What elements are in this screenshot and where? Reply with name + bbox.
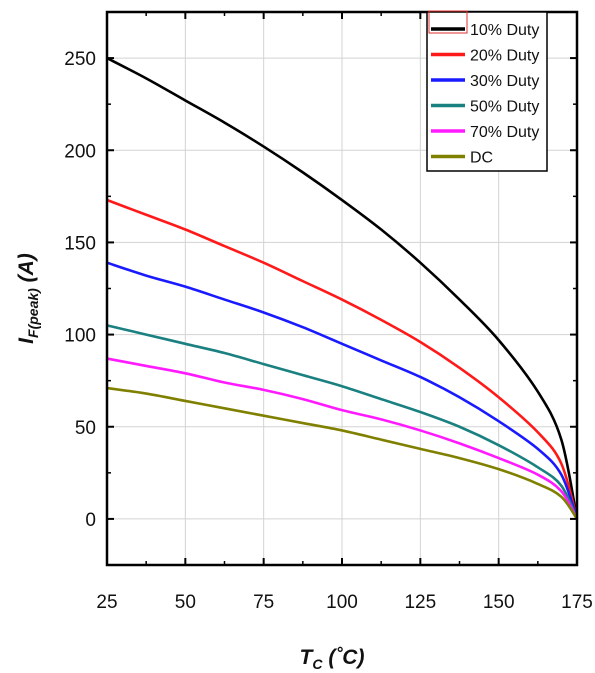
legend-label: 10% Duty [470, 22, 539, 39]
y-tick-label: 200 [64, 141, 96, 162]
x-tick-label: 175 [561, 592, 593, 613]
y-tick-label: 50 [75, 418, 96, 439]
x-tick-label: 50 [175, 592, 196, 613]
y-axis-title: IF(peak) (A) [15, 253, 41, 344]
x-tick-label: 25 [96, 592, 117, 613]
legend-label: 50% Duty [470, 99, 539, 116]
y-axis-title-sub: F(peak) [25, 288, 41, 338]
legend-label: 70% Duty [470, 124, 539, 141]
y-axis-title-unit: (A) [15, 253, 38, 288]
x-tick-label: 100 [326, 592, 358, 613]
y-tick-label: 100 [64, 326, 96, 347]
x-tick-label: 75 [253, 592, 274, 613]
y-tick-label: 150 [64, 233, 96, 254]
legend-label: 30% Duty [470, 73, 539, 90]
legend-label: DC [470, 150, 493, 167]
x-tick-label: 125 [404, 592, 436, 613]
x-axis-title: TC (˚C) [300, 646, 365, 672]
legend-label: 20% Duty [470, 48, 539, 65]
y-tick-label: 0 [85, 510, 96, 531]
x-axis-title-unit: (˚C) [322, 646, 364, 669]
legend: 10% Duty 20% Duty 30% Duty 50% Duty 70% Duty… [427, 11, 547, 171]
x-tick-label: 150 [483, 592, 515, 613]
y-tick-label: 250 [64, 49, 96, 70]
